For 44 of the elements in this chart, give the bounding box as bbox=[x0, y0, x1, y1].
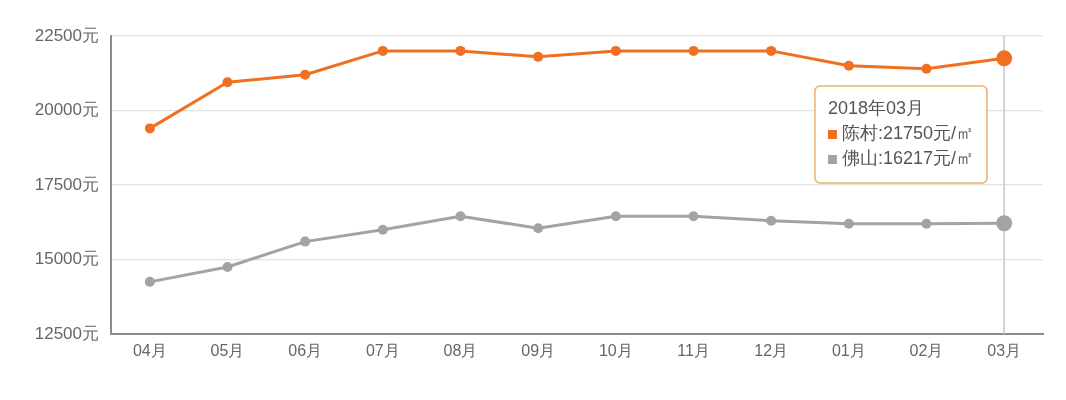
y-tick-label: 20000元 bbox=[34, 100, 99, 120]
x-tick-label: 07月 bbox=[365, 342, 400, 360]
point bbox=[455, 45, 466, 56]
point bbox=[921, 63, 932, 74]
annotation: :21750元/㎡ bbox=[877, 123, 975, 144]
point bbox=[533, 51, 544, 62]
point bbox=[222, 77, 233, 88]
x-tick-label: 12月 bbox=[754, 342, 789, 360]
x-tick-label: 11月 bbox=[677, 342, 710, 360]
point bbox=[455, 211, 466, 222]
point bbox=[144, 276, 155, 287]
point bbox=[766, 215, 777, 226]
point bbox=[843, 218, 854, 229]
y-tick-label: 12500元 bbox=[34, 323, 99, 343]
y-tick-label: 22500元 bbox=[34, 25, 99, 45]
x-tick-label: 04月 bbox=[132, 342, 167, 360]
x-tick-label: 03月 bbox=[987, 342, 1022, 360]
point bbox=[610, 45, 621, 56]
point bbox=[300, 69, 311, 80]
x-tick-label: 05月 bbox=[210, 342, 245, 360]
point bbox=[300, 236, 311, 247]
point bbox=[533, 223, 544, 234]
point bbox=[688, 211, 699, 222]
x-tick-label: 08月 bbox=[443, 342, 478, 360]
legend-title: 2018年03月 bbox=[827, 98, 925, 119]
y-tick-label: 15000元 bbox=[34, 249, 99, 269]
legend-label: 佛山 bbox=[841, 148, 878, 169]
point bbox=[377, 224, 388, 235]
x-tick-label: 01月 bbox=[831, 342, 866, 360]
point bbox=[144, 123, 155, 134]
annotation: :16217元/㎡ bbox=[877, 148, 975, 169]
point bbox=[222, 261, 233, 272]
x-tick-label: 02月 bbox=[909, 342, 944, 360]
x-tick-label: 06月 bbox=[288, 342, 323, 360]
point bbox=[843, 60, 854, 71]
point bbox=[921, 218, 932, 229]
x-tick-label: 10月 bbox=[598, 342, 633, 360]
point bbox=[766, 45, 777, 56]
y-tick-label: 17500元 bbox=[34, 174, 99, 194]
x-tick-label: 09月 bbox=[521, 342, 556, 360]
legend-label: 陈村 bbox=[841, 123, 878, 144]
point bbox=[610, 211, 621, 222]
point bbox=[377, 45, 388, 56]
point bbox=[688, 45, 699, 56]
